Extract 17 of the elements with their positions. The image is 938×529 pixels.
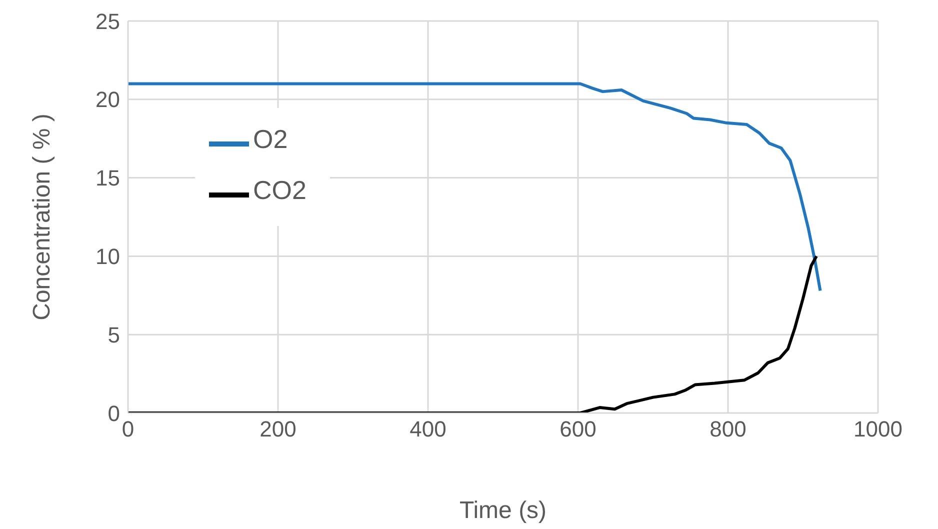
x-axis-title: Time (s) [459,497,547,524]
y-tick-label: 0 [108,400,120,426]
y-tick-label: 5 [108,322,120,348]
line-series [128,254,818,413]
y-tick-label: 10 [96,244,120,270]
legend-label: CO2 [253,175,306,205]
y-tick-label: 20 [96,87,120,112]
y-tick-label: 25 [96,8,120,34]
x-tick-label: 800 [710,416,746,442]
x-tick-label: 400 [410,416,446,442]
y-tick-label: 15 [96,166,120,191]
y-axis-title: Concentration ( % ) [28,114,56,320]
x-tick-label: 200 [260,416,296,442]
x-tick-label: 1000 [854,416,902,442]
line-series [128,82,822,292]
legend-label: O2 [253,124,288,154]
x-tick-label: 600 [560,416,596,442]
